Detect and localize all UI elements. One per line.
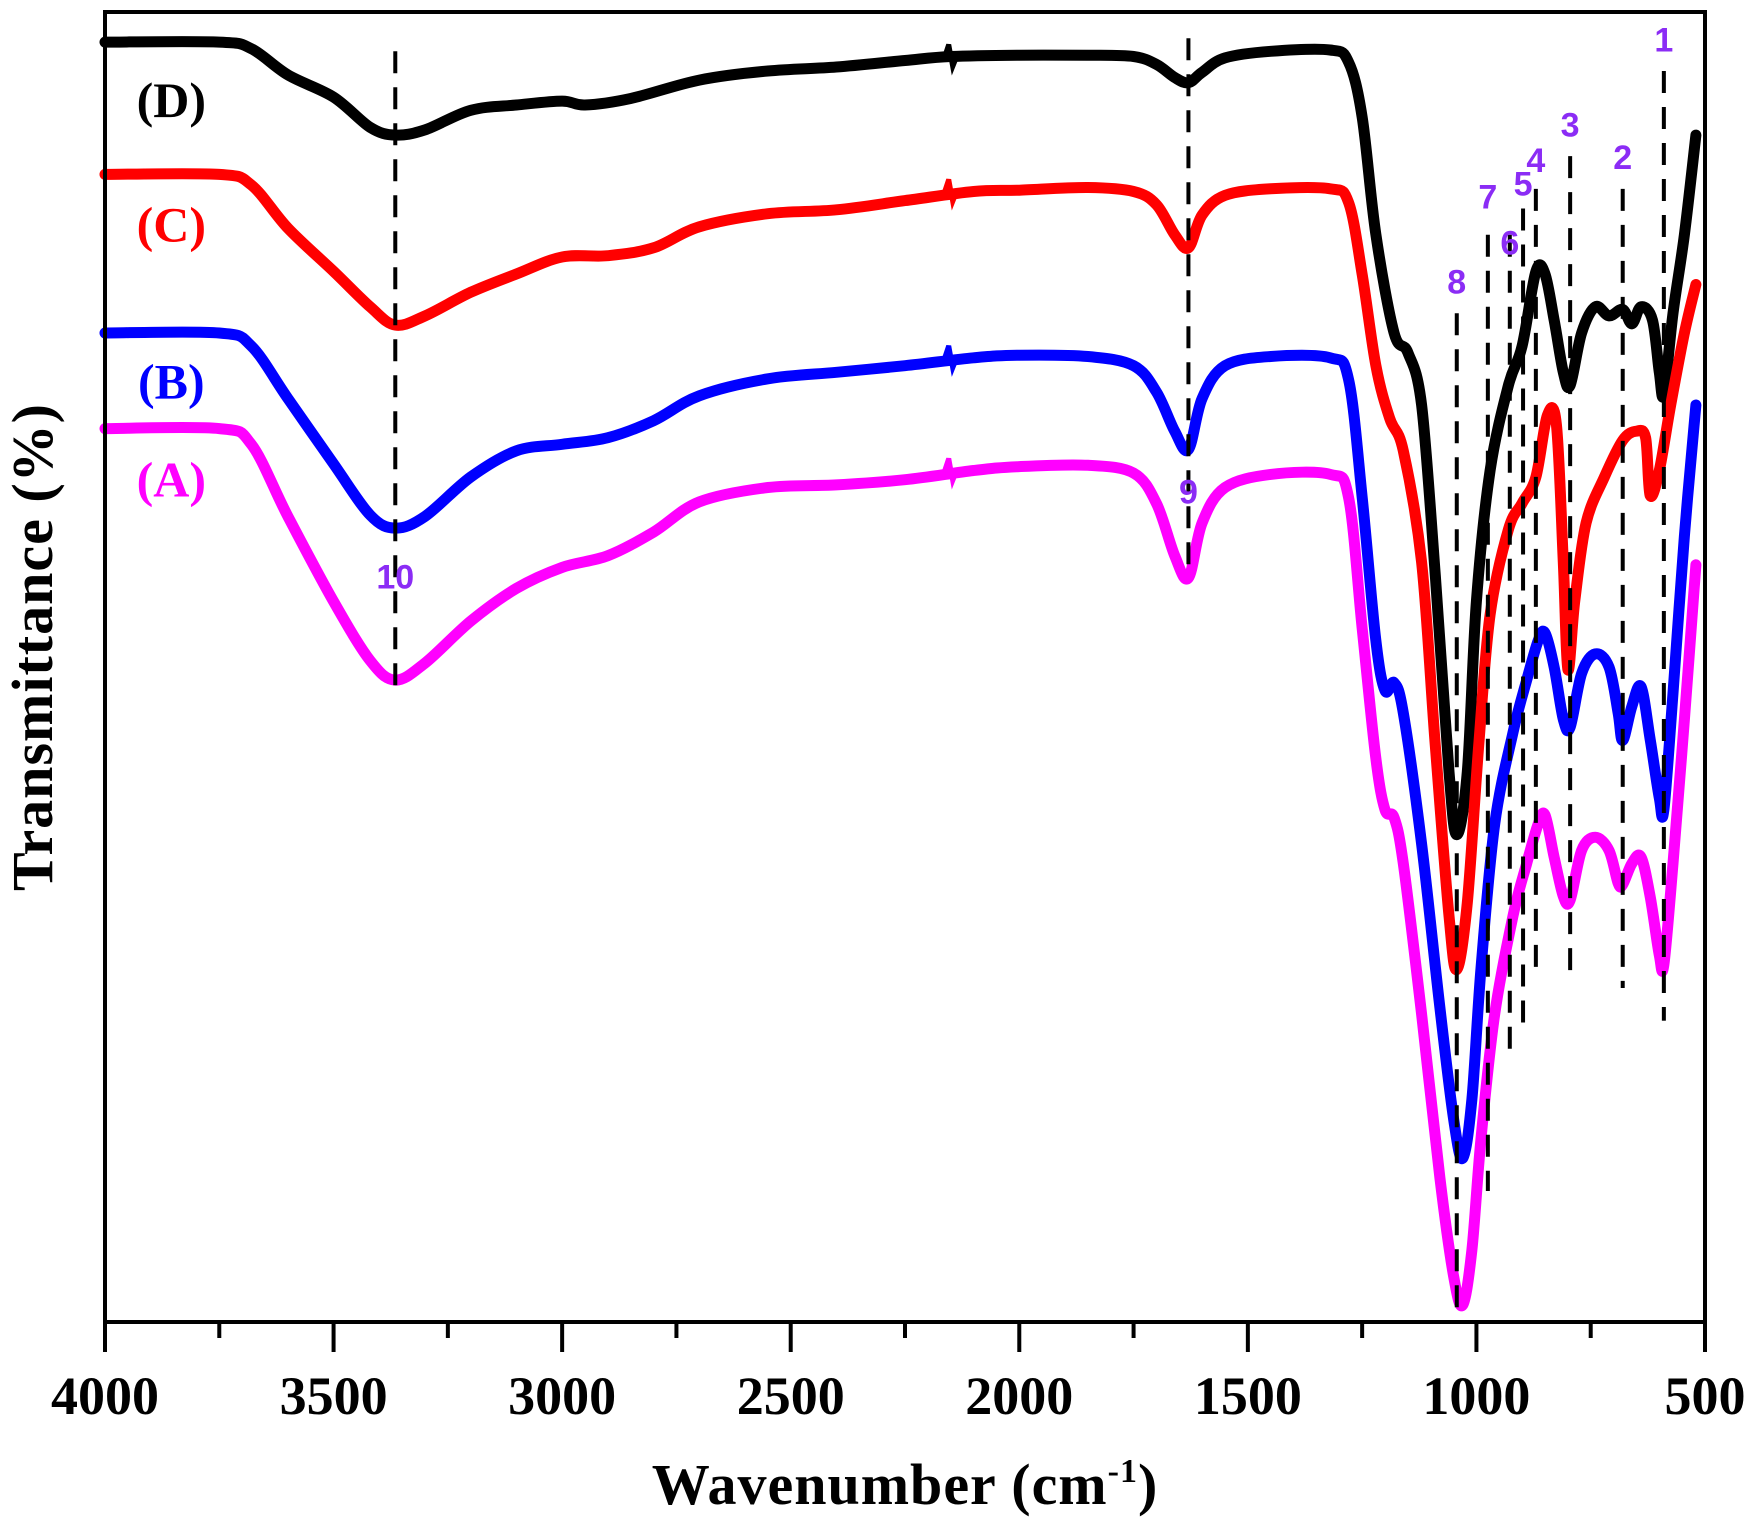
x-axis-title-main: Wavenumber (cm <box>652 1452 1108 1517</box>
peak-label-3: 3 <box>1561 106 1580 144</box>
x-tick-label-1000: 1000 <box>1422 1366 1530 1426</box>
spectrum-line-d <box>99 36 1702 841</box>
x-tick-label-3500: 3500 <box>280 1366 388 1426</box>
peak-label-4: 4 <box>1526 142 1545 180</box>
x-axis-title-close: ) <box>1138 1452 1158 1517</box>
spectrum-noise-a <box>942 457 960 490</box>
x-tick-label-3000: 3000 <box>508 1366 616 1426</box>
series-label-c: (C) <box>137 196 206 252</box>
x-tick-label-2500: 2500 <box>737 1366 845 1426</box>
x-tick-label-2000: 2000 <box>965 1366 1073 1426</box>
x-axis-ticks: 4000 3500 3000 2500 2000 1500 1000 500 <box>51 1322 1746 1426</box>
peak-label-9: 9 <box>1179 473 1198 511</box>
series-label-b: (B) <box>138 353 205 409</box>
x-tick-label-1500: 1500 <box>1194 1366 1302 1426</box>
peak-label-5: 5 <box>1514 165 1533 203</box>
spectrum-line-c <box>99 168 1702 976</box>
x-tick-label-500: 500 <box>1665 1366 1746 1426</box>
peak-label-8: 8 <box>1447 264 1466 302</box>
spectrum-line-b <box>99 326 1702 1165</box>
spectra-group <box>99 36 1702 1312</box>
spectrum-noise-b <box>942 345 960 377</box>
peak-label-6: 6 <box>1500 224 1519 262</box>
x-axis-title: Wavenumber (cm-1) <box>652 1452 1159 1517</box>
series-label-a: (A) <box>137 452 206 508</box>
spectrum-noise-c <box>942 178 960 211</box>
series-labels-group: (D) (C) (B) (A) <box>137 72 206 508</box>
series-label-d: (D) <box>137 72 206 128</box>
peak-label-10: 10 <box>376 558 414 596</box>
spectrum-line-a <box>99 421 1702 1312</box>
spectrum-noise-d <box>942 43 960 76</box>
x-tick-label-4000: 4000 <box>51 1366 159 1426</box>
peak-label-7: 7 <box>1478 179 1497 217</box>
peak-label-1: 1 <box>1654 21 1673 59</box>
y-axis-title: Transmittance (%) <box>0 403 65 891</box>
x-axis-title-sup: -1 <box>1108 1453 1138 1490</box>
peak-label-2: 2 <box>1613 139 1632 177</box>
